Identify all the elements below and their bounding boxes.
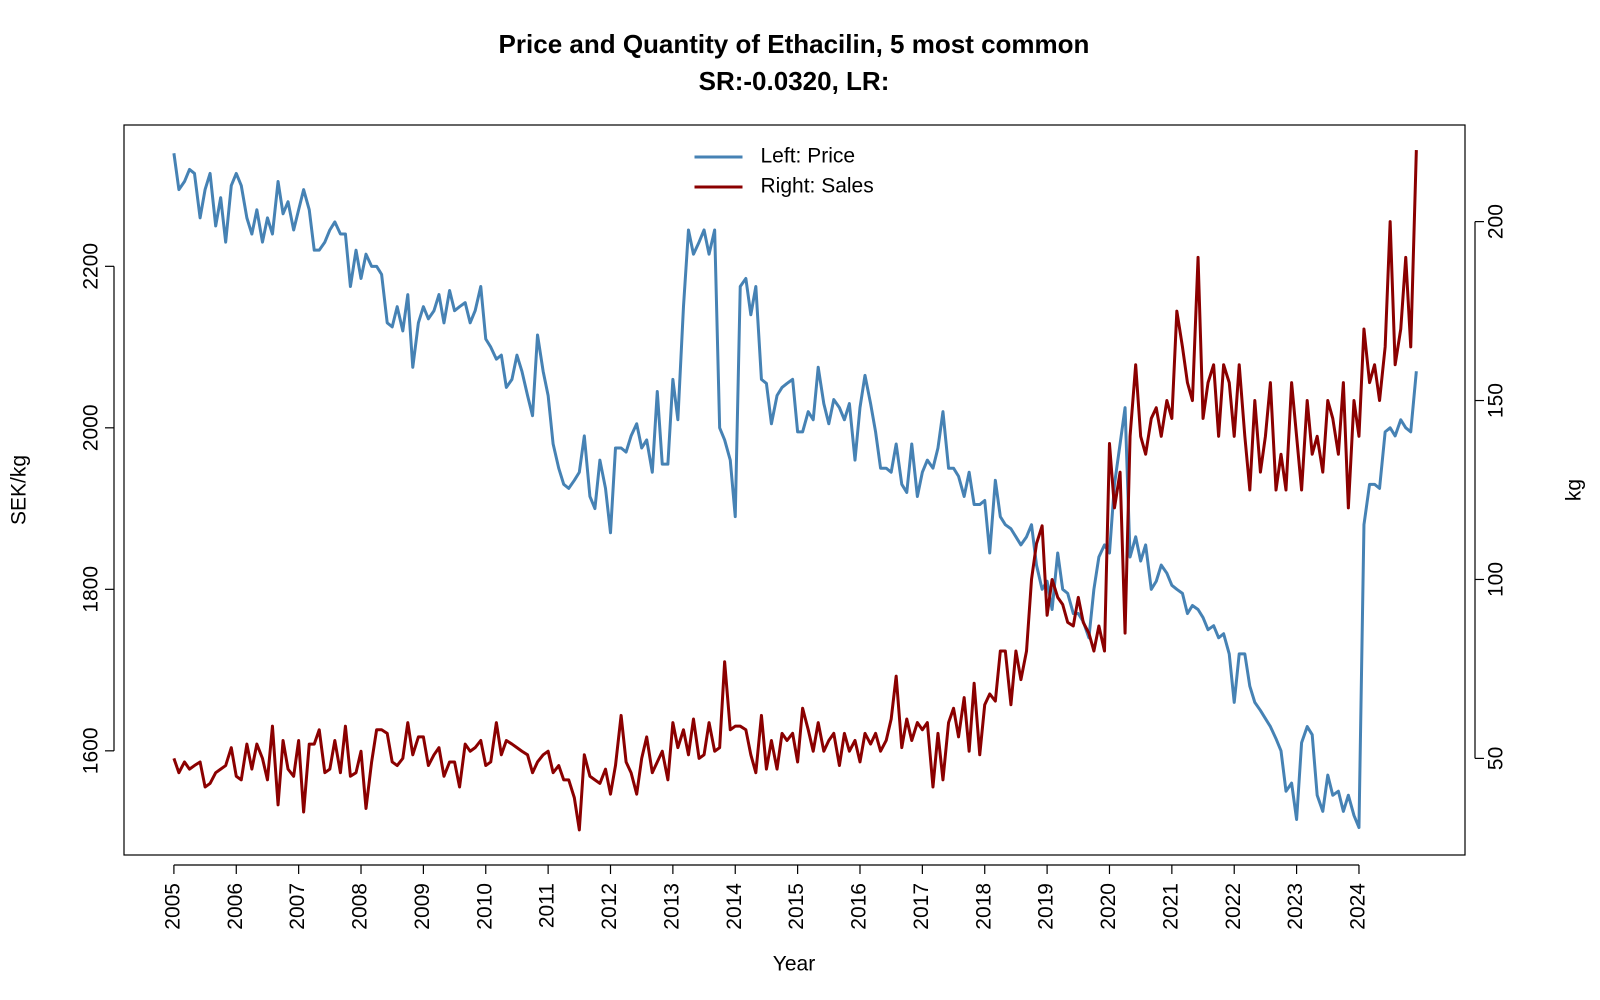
x-tick-label: 2005 xyxy=(161,883,184,930)
x-tick-label: 2010 xyxy=(473,883,496,930)
x-tick-label: 2023 xyxy=(1284,883,1307,930)
series-line xyxy=(172,150,1418,832)
x-tick-label: 2017 xyxy=(910,883,933,930)
x-tick-label: 2022 xyxy=(1222,883,1245,930)
x-tick-label: 2009 xyxy=(411,883,434,930)
x-tick-label: 2011 xyxy=(536,883,559,928)
x-tick-label: 2012 xyxy=(598,883,621,930)
x-tick-label: 2021 xyxy=(1159,883,1182,930)
y-axis-label: SEK/kg xyxy=(8,455,31,525)
chart-subtitle: SR:-0.0320, LR: xyxy=(699,66,890,96)
y2-axis-label: kg xyxy=(1563,479,1586,501)
x-tick-label: 2013 xyxy=(660,883,683,930)
x-tick-label: 2006 xyxy=(224,883,247,930)
legend-label: Right: Sales xyxy=(761,175,874,198)
y2-tick-label: 150 xyxy=(1485,383,1508,418)
x-tick-label: 2019 xyxy=(1035,883,1058,930)
y-tick-label: 2200 xyxy=(80,243,103,290)
plot-frame xyxy=(123,124,1466,856)
legend-label: Left: Price xyxy=(761,145,856,168)
x-tick-label: 2024 xyxy=(1347,883,1370,930)
x-tick-label: 2015 xyxy=(785,883,808,930)
chart-title: Price and Quantity of Ethacilin, 5 most … xyxy=(499,29,1090,59)
x-tick-label: 2020 xyxy=(1097,883,1120,930)
x-tick-label: 2018 xyxy=(972,883,995,930)
x-tick-label: 2014 xyxy=(723,883,746,930)
y2-tick-label: 200 xyxy=(1485,204,1508,239)
x-tick-label: 2016 xyxy=(848,883,871,930)
y-tick-label: 2000 xyxy=(80,404,103,451)
y-tick-label: 1600 xyxy=(80,727,103,774)
x-tick-label: 2007 xyxy=(286,883,309,930)
series-line xyxy=(172,153,1418,830)
y2-tick-label: 100 xyxy=(1485,562,1508,597)
x-axis-label: Year xyxy=(773,953,815,976)
y2-tick-label: 50 xyxy=(1485,747,1508,770)
y-tick-label: 1800 xyxy=(80,566,103,613)
x-tick-label: 2008 xyxy=(349,883,372,930)
